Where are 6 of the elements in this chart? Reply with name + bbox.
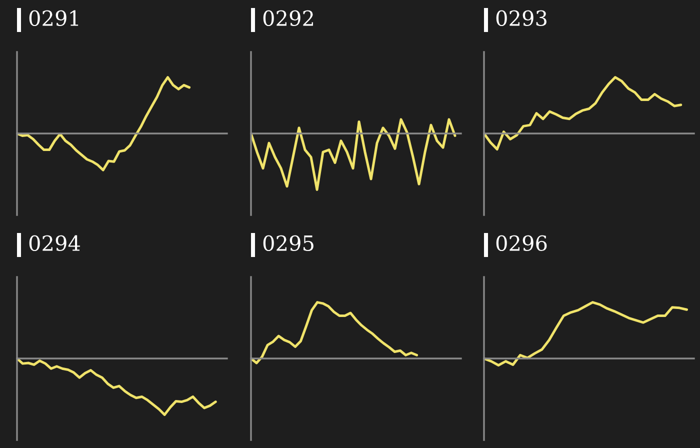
chart-title: 0294 xyxy=(29,235,80,252)
chart-title: 0293 xyxy=(496,10,546,26)
chart-title: 0296 xyxy=(496,235,547,252)
chart-title: 0295 xyxy=(263,235,314,252)
chart-title: 0292 xyxy=(263,10,313,26)
chart-title: 0291 xyxy=(29,10,78,26)
